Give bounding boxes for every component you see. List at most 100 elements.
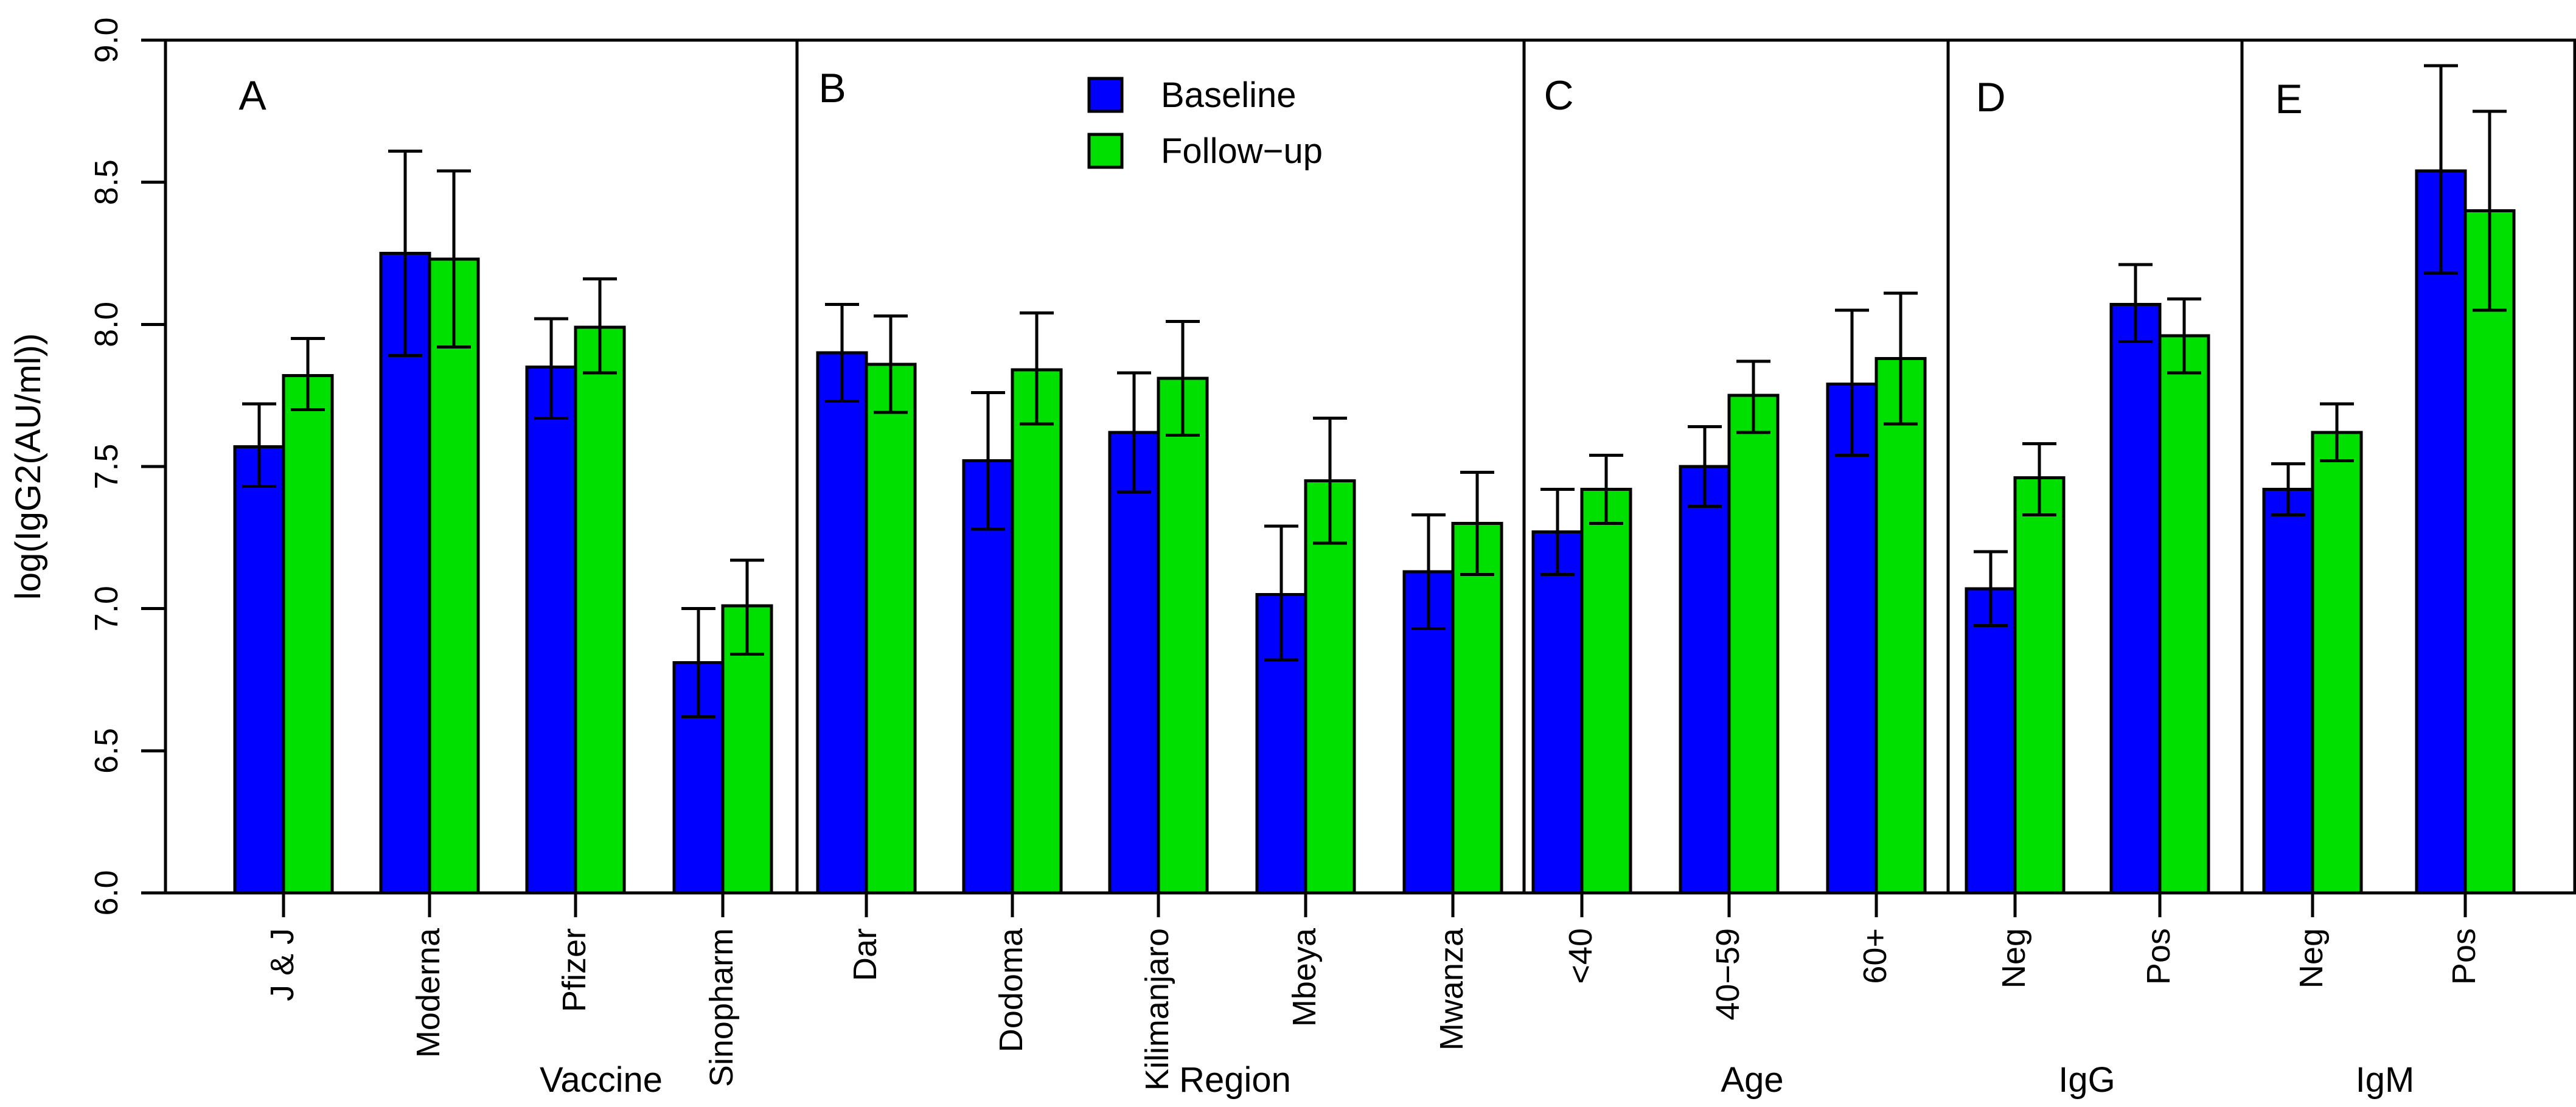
bar-followup — [865, 363, 917, 895]
errorbar-followup — [1884, 291, 1918, 426]
bar-followup — [1451, 521, 1503, 895]
y-tick-label: 7.5 — [88, 443, 125, 489]
legend-label: Follow−up — [1161, 131, 1323, 171]
errorbar-baseline — [1540, 487, 1575, 577]
y-tick-label: 7.0 — [88, 586, 125, 631]
x-axis-title: Age — [1721, 1060, 1783, 1100]
x-tick-label: Mwanza — [1433, 928, 1470, 1050]
bar-baseline — [1826, 382, 1878, 895]
bar-followup — [1011, 368, 1063, 895]
y-axis: 6.0 6.5 7.0 7.5 8.0 8.5 9.0 log(IgG2(AU/ml)) — [9, 17, 165, 916]
panel-E: Neg Pos E IgM — [2262, 64, 2516, 1100]
x-tick-label: Moderna — [410, 928, 447, 1058]
legend-label: Baseline — [1161, 75, 1296, 115]
errorbar-baseline — [534, 317, 568, 420]
x-tick-label: Neg — [2293, 928, 2330, 988]
errorbar-baseline — [2118, 263, 2153, 343]
bar-baseline — [2262, 487, 2314, 895]
panel-letter: A — [238, 72, 266, 119]
bar-baseline — [1679, 465, 1731, 895]
panel-A: J & J Moderna Pfizer Sinopharm A Vaccine — [233, 72, 773, 1100]
bar-baseline — [379, 252, 431, 895]
errorbar-baseline — [2271, 462, 2305, 516]
y-tick-label: 6.0 — [88, 870, 125, 915]
bar-followup — [2311, 431, 2363, 895]
panel-letter: C — [1544, 72, 1573, 119]
x-axis-title: Region — [1179, 1060, 1291, 1100]
legend-swatch-followup — [1087, 133, 1124, 169]
errorbar-baseline — [1264, 524, 1298, 662]
x-tick-label: 40−59 — [1710, 928, 1746, 1021]
panel-letter: E — [2275, 76, 2302, 122]
bar-followup — [1580, 487, 1632, 895]
bar-baseline — [1531, 530, 1584, 895]
errorbar-followup — [2167, 297, 2201, 375]
errorbar-baseline — [971, 390, 1005, 531]
x-axis-title: Vaccine — [540, 1060, 663, 1100]
errorbar-followup — [2320, 402, 2354, 463]
errorbar-followup — [437, 169, 471, 349]
y-tick-label: 6.5 — [88, 728, 125, 774]
x-tick-label: Neg — [1996, 928, 2032, 988]
x-tick-label: Sinopharm — [703, 928, 740, 1087]
y-axis-title: log(IgG2(AU/ml)) — [9, 333, 48, 600]
y-tick-label: 9.0 — [88, 17, 125, 63]
errorbar-baseline — [1835, 308, 1869, 457]
errorbar-followup — [291, 337, 325, 412]
bar-baseline — [233, 445, 285, 895]
bar-baseline — [962, 459, 1014, 895]
errorbar-followup — [874, 314, 908, 414]
x-tick-label: Pfizer — [556, 928, 593, 1012]
errorbar-followup — [1166, 320, 1200, 437]
errorbar-followup — [1589, 453, 1623, 525]
x-tick-label: Pos — [2140, 928, 2177, 985]
errorbar-followup — [730, 558, 764, 656]
errorbar-baseline — [1688, 425, 1722, 508]
bar-followup — [2013, 476, 2066, 895]
bar-followup — [1157, 377, 1209, 895]
errorbar-baseline — [388, 149, 422, 358]
bar-baseline — [525, 365, 577, 895]
x-tick-label: Dar — [847, 928, 883, 981]
errorbar-followup — [1460, 470, 1494, 577]
x-tick-label: 60+ — [1857, 928, 1893, 984]
errorbar-followup — [583, 277, 617, 375]
bar-baseline — [1108, 431, 1160, 895]
errorbar-baseline — [1974, 550, 2008, 628]
bar-baseline — [2415, 169, 2467, 895]
bar-followup — [1304, 479, 1356, 895]
errorbar-baseline — [1117, 371, 1151, 494]
errorbar-baseline — [242, 402, 276, 488]
errorbar-baseline — [1412, 513, 1446, 630]
legend: Baseline Follow−up — [1087, 75, 1323, 171]
x-tick-label: Pos — [2446, 928, 2482, 985]
errorbar-followup — [1313, 417, 1347, 545]
x-tick-label: Mbeya — [1286, 928, 1323, 1027]
x-tick-label: Dodoma — [993, 928, 1029, 1052]
bar-baseline — [2109, 303, 2162, 895]
errorbar-baseline — [681, 607, 715, 718]
bar-followup — [2158, 334, 2210, 895]
bar-followup — [1875, 356, 1927, 895]
errorbar-baseline — [825, 303, 859, 403]
y-tick-label: 8.0 — [88, 302, 125, 347]
bar-followup — [428, 257, 480, 895]
x-tick-label: J & J — [264, 928, 301, 1001]
errorbar-followup — [2473, 109, 2507, 312]
bar-baseline — [1965, 587, 2017, 895]
bar-followup — [282, 373, 334, 895]
bar-followup — [1727, 394, 1780, 895]
bar-baseline — [816, 351, 868, 895]
x-tick-label: Kilimanjaro — [1139, 928, 1175, 1091]
panel-B: Dar Dodoma Kilimanjaro Mbeya Mwanza B Region — [816, 65, 1503, 1100]
bar-followup — [2463, 209, 2516, 895]
errorbar-followup — [2022, 442, 2056, 516]
panel-letter: D — [1976, 74, 2005, 120]
panel-D: Neg Pos D IgG — [1965, 74, 2210, 1100]
x-axis-title: IgG — [2058, 1060, 2115, 1100]
bar-followup — [574, 325, 626, 895]
legend-swatch-baseline — [1087, 77, 1124, 113]
errorbar-followup — [1736, 359, 1770, 434]
